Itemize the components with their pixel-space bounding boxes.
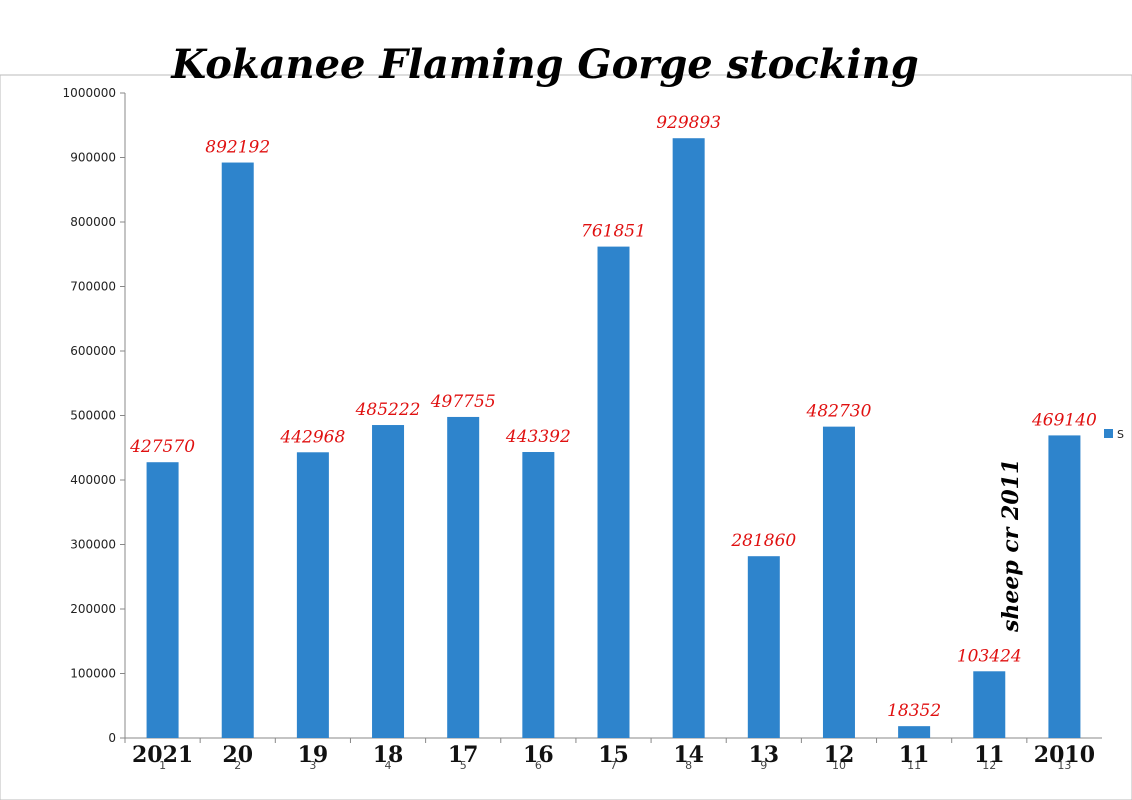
x-tick-index-label: 12 (982, 759, 996, 772)
y-tick-label: 700000 (70, 280, 116, 294)
bar (372, 425, 405, 738)
bar (296, 452, 329, 738)
y-axis-ticks: 0 100000 200000 300000 400000 500000 600000 700… (63, 86, 125, 745)
x-tick-index-label: 13 (1057, 759, 1071, 772)
y-tick-label: 100000 (70, 667, 116, 681)
bar (597, 246, 630, 738)
y-tick-label: 500000 (70, 409, 116, 423)
x-tick-year-label: 11 (974, 742, 1005, 768)
page-border (0, 74, 1132, 800)
data-label: 103424 (957, 646, 1022, 666)
x-tick-year-label: 16 (523, 742, 554, 768)
data-label: 427570 (129, 437, 195, 457)
x-tick-index-label: 4 (385, 759, 392, 772)
legend: S (1104, 428, 1124, 441)
x-tick-year-label: 15 (598, 742, 629, 768)
data-label: 892192 (205, 138, 270, 158)
y-tick-label: 1000000 (63, 86, 116, 100)
data-label: 18352 (887, 701, 941, 721)
data-label: 482730 (806, 402, 872, 422)
y-tick-label: 900000 (70, 151, 116, 165)
y-tick-label: 0 (108, 731, 116, 745)
data-labels: 427570 892192 442968 485222 497755 443392 7618… (129, 113, 1097, 721)
x-tick-year-label: 2010 (1034, 742, 1095, 768)
legend-swatch (1104, 429, 1113, 438)
bar (747, 556, 780, 738)
x-tick-year-label: 12 (824, 742, 855, 768)
x-tick-year-label: 18 (373, 742, 404, 768)
x-tick-index-label: 10 (832, 759, 846, 772)
data-label: 443392 (505, 427, 571, 447)
x-tick-year-label: 13 (748, 742, 779, 768)
y-tick-label: 300000 (70, 538, 116, 552)
x-tick-year-label: 19 (298, 742, 329, 768)
bar (522, 452, 555, 738)
data-label: 761851 (581, 222, 646, 242)
data-label: 497755 (430, 392, 496, 412)
data-label: 469140 (1031, 410, 1097, 430)
chart-title: Kokanee Flaming Gorge stocking (170, 41, 918, 88)
bar (973, 671, 1006, 738)
x-tick-year-label: 17 (448, 742, 479, 768)
bars (146, 138, 1081, 739)
annotation-sheep-creek: sheep cr 2011 (998, 459, 1024, 633)
data-label: 442968 (279, 427, 345, 447)
x-tick-index-label: 5 (460, 759, 467, 772)
x-tick-index-label: 8 (685, 759, 692, 772)
x-tick-year-label: 2021 (132, 742, 193, 768)
y-tick-label: 800000 (70, 215, 116, 229)
x-tick-index-label: 11 (907, 759, 921, 772)
bar (1048, 435, 1081, 738)
y-tick-label: 400000 (70, 473, 116, 487)
x-tick-index-label: 2 (234, 759, 241, 772)
bar (447, 416, 480, 738)
y-tick-label: 600000 (70, 344, 116, 358)
bar (672, 138, 705, 739)
legend-label: S (1117, 428, 1124, 441)
data-label: 485222 (355, 400, 421, 420)
data-label: 929893 (656, 113, 721, 133)
bar (898, 726, 931, 738)
x-tick-index-label: 9 (760, 759, 767, 772)
x-tick-index-label: 7 (610, 759, 617, 772)
bar (221, 162, 254, 739)
x-tick-year-label: 20 (222, 742, 253, 768)
x-tick-index-label: 1 (159, 759, 166, 772)
x-tick-index-label: 3 (309, 759, 316, 772)
x-tick-index-label: 6 (535, 759, 542, 772)
bar (822, 426, 855, 738)
data-label: 281860 (730, 531, 796, 551)
x-tick-year-label: 14 (673, 742, 704, 768)
y-tick-label: 200000 (70, 602, 116, 616)
bar (146, 462, 179, 738)
x-tick-year-label: 11 (899, 742, 930, 768)
